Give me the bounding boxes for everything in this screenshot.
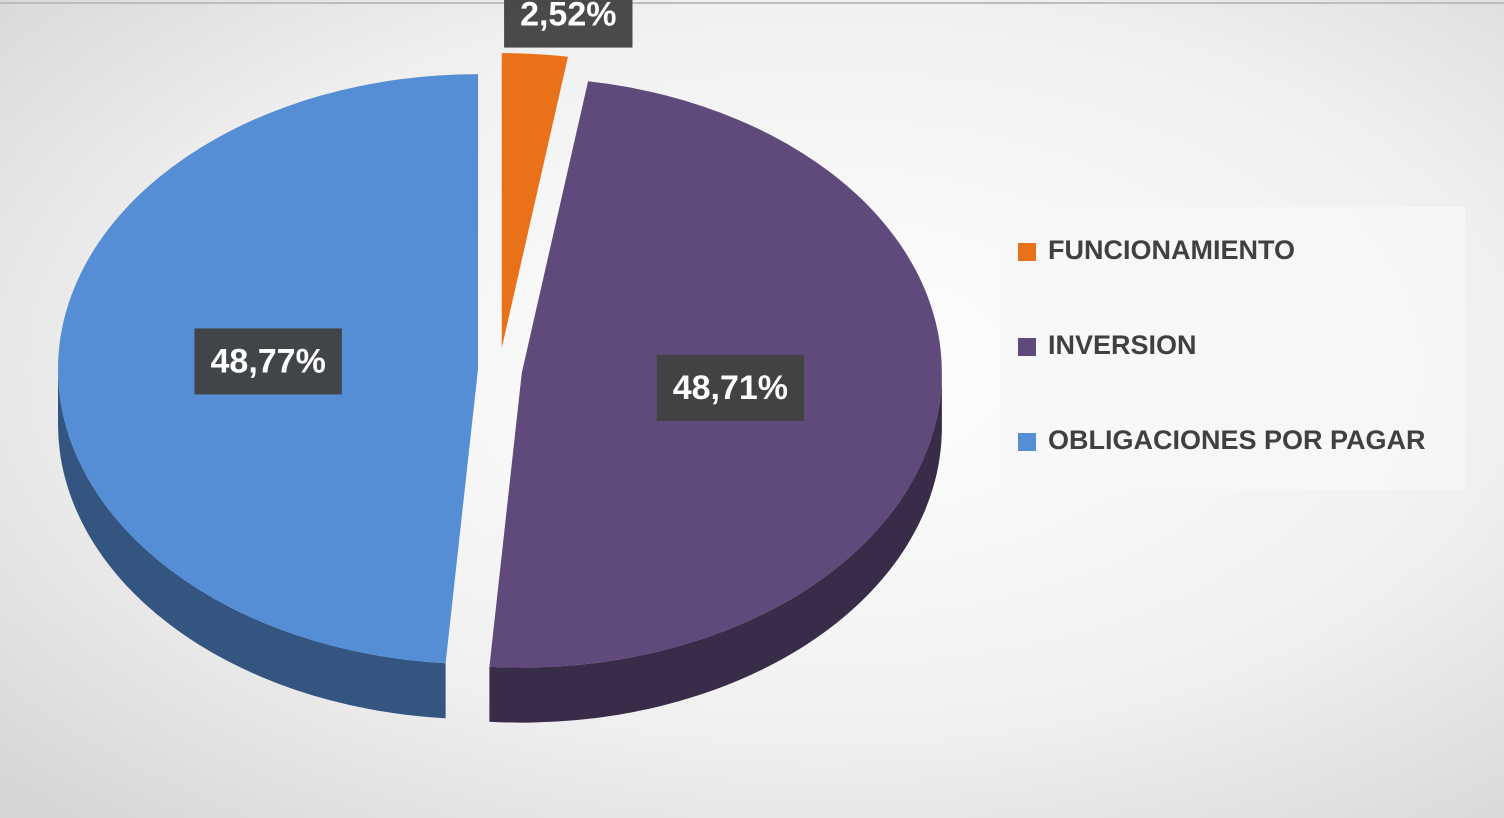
data-label-text: 48,71% bbox=[673, 369, 788, 407]
legend-swatch bbox=[1018, 433, 1036, 451]
legend-label: INVERSION bbox=[1048, 330, 1197, 360]
data-label: 2,52% bbox=[504, 0, 633, 48]
data-label-text: 48,77% bbox=[211, 342, 326, 380]
data-label-box bbox=[194, 328, 342, 395]
data-label-box bbox=[504, 0, 633, 48]
slice-side bbox=[489, 372, 942, 723]
data-label-box bbox=[656, 354, 805, 421]
slice-side bbox=[58, 369, 446, 719]
data-label: 48,77% bbox=[194, 328, 342, 395]
slice-side-shade bbox=[58, 369, 446, 719]
legend-swatch bbox=[1018, 243, 1036, 261]
legend-box bbox=[1000, 207, 1465, 490]
pie-slice bbox=[501, 53, 568, 349]
legend-label: FUNCIONAMIENTO bbox=[1048, 235, 1295, 265]
legend-label: OBLIGACIONES POR PAGAR bbox=[1048, 425, 1426, 455]
data-label: 48,71% bbox=[656, 354, 805, 421]
data-label-text: 2,52% bbox=[520, 0, 616, 34]
slice-top bbox=[501, 53, 568, 349]
legend-swatch bbox=[1018, 338, 1036, 356]
slice-side-shade bbox=[489, 372, 942, 723]
